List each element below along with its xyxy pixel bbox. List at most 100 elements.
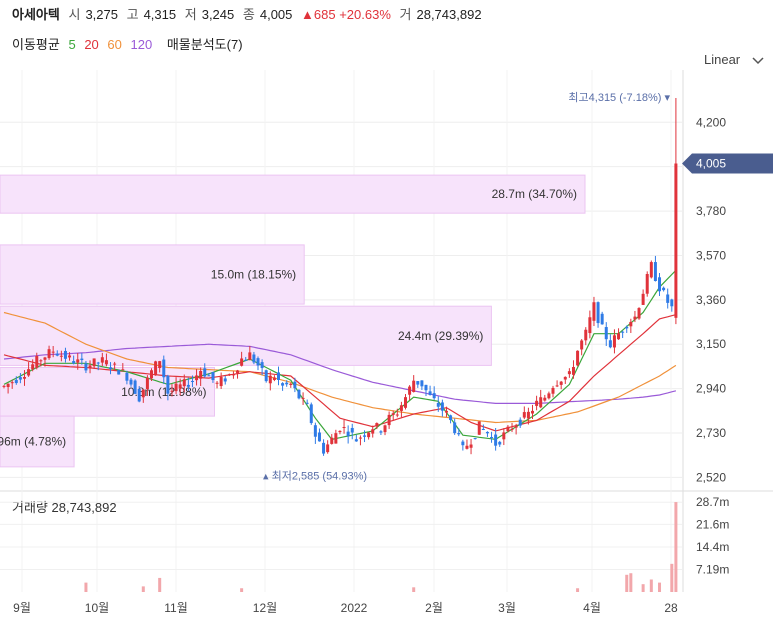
- candle-body: [416, 381, 420, 385]
- volume-profile-bar: [0, 174, 586, 214]
- candle-body: [281, 383, 285, 386]
- ma20-line: [3, 314, 677, 432]
- candle-body: [485, 431, 489, 434]
- candle-body: [629, 321, 633, 327]
- volume-profile-label[interactable]: 매물분석도(7): [166, 37, 243, 52]
- candle-body: [10, 382, 14, 384]
- candle-body: [551, 387, 555, 394]
- candle-body: [662, 287, 666, 291]
- volume-bar: [576, 588, 580, 592]
- candle-body: [248, 352, 252, 361]
- candle-body: [276, 372, 280, 380]
- candle-body: [514, 426, 518, 428]
- candle-body: [395, 414, 399, 416]
- candle-body: [186, 384, 190, 387]
- candle-body: [522, 412, 526, 418]
- candle-body: [96, 362, 100, 364]
- open-value: 3,275: [85, 7, 118, 22]
- candle-body: [88, 365, 92, 368]
- candle-body: [363, 435, 367, 437]
- candle-body: [31, 364, 35, 370]
- low-value: 3,245: [201, 7, 235, 22]
- stock-name: 아세아텍: [12, 7, 60, 22]
- candle-body: [547, 393, 551, 399]
- candle-body: [666, 294, 670, 303]
- candle-body: [203, 368, 207, 377]
- candle-body: [637, 308, 641, 319]
- ma60-label: 60: [107, 37, 122, 52]
- candle-body: [313, 425, 317, 437]
- candle-body: [125, 372, 129, 381]
- ma120-label: 120: [130, 37, 153, 52]
- candle-body: [223, 378, 227, 382]
- candle-body: [563, 376, 567, 380]
- volume-bar: [158, 577, 162, 592]
- candle-body: [268, 375, 272, 384]
- volume-bar: [84, 582, 88, 592]
- volume-profile-bar: [0, 244, 305, 305]
- date-tick-label: 3월: [498, 601, 516, 615]
- candle-body: [264, 370, 268, 382]
- candle-body: [502, 432, 506, 440]
- candle-body: [39, 360, 43, 362]
- candle-body: [2, 385, 6, 387]
- candle-body: [199, 371, 203, 379]
- candle-body: [137, 389, 141, 402]
- candle-body: [498, 441, 502, 445]
- candle-body: [72, 361, 76, 364]
- candle-body: [207, 375, 211, 377]
- candle-body: [473, 438, 477, 440]
- candle-body: [559, 381, 563, 385]
- candle-body: [330, 437, 334, 444]
- candle-body: [141, 389, 145, 398]
- price-tick-label: 2,730: [696, 426, 726, 440]
- candle-body: [387, 414, 391, 426]
- candle-body: [109, 367, 113, 370]
- scale-dropdown[interactable]: Linear: [704, 52, 766, 70]
- candle-body: [653, 262, 657, 282]
- candle-body: [76, 359, 80, 363]
- volume-profile-label: 3.96m (4.78%): [0, 434, 66, 448]
- candle-body: [219, 376, 223, 387]
- scale-label: Linear: [704, 52, 741, 67]
- candle-body: [166, 375, 170, 394]
- price-tick-label: 3,150: [696, 337, 726, 351]
- candle-body: [539, 397, 543, 408]
- candle-body: [535, 400, 539, 406]
- close-value: 4,005: [259, 7, 293, 22]
- candle-body: [526, 411, 530, 419]
- candle-body: [231, 374, 235, 376]
- candle-body: [227, 374, 231, 376]
- volume-tick-label: 7.19m: [696, 563, 729, 577]
- candle-body: [51, 351, 55, 353]
- date-tick-label: 12월: [253, 601, 277, 615]
- candle-body: [92, 358, 96, 367]
- candle-body: [289, 383, 293, 385]
- candle-body: [104, 360, 108, 365]
- candle-body: [129, 379, 133, 385]
- candle-body: [326, 444, 330, 453]
- ma20-label: 20: [84, 37, 99, 52]
- candle-body: [477, 421, 481, 435]
- candle-body: [149, 370, 153, 379]
- candle-body: [391, 413, 395, 415]
- candle-body: [580, 340, 584, 350]
- candle-body: [658, 277, 662, 292]
- candle-body: [297, 389, 301, 399]
- volume-tick-label: 14.4m: [696, 540, 729, 554]
- candle-body: [465, 445, 469, 449]
- candle-body: [256, 358, 260, 366]
- date-tick-label: 2월: [425, 601, 443, 615]
- candle-body: [117, 370, 121, 375]
- candle-body: [338, 430, 342, 433]
- ma-label[interactable]: 이동평균: [12, 37, 60, 52]
- volume-bar: [649, 579, 653, 592]
- high-label: 고: [126, 7, 139, 22]
- low-marker-label: ▴ 최저2,585 (54.93%): [263, 470, 367, 483]
- date-axis: 9월 10월 11월 12월 2022 2월 3월 4월 28: [13, 601, 678, 615]
- price-tick-label: 2,520: [696, 470, 726, 484]
- high-value: 4,315: [143, 7, 177, 22]
- extreme-markers: 최고4,315 (-7.18%) ▾ ▴ 최저2,585 (54.93%): [263, 91, 670, 483]
- volume-tick-label: 21.6m: [696, 517, 729, 531]
